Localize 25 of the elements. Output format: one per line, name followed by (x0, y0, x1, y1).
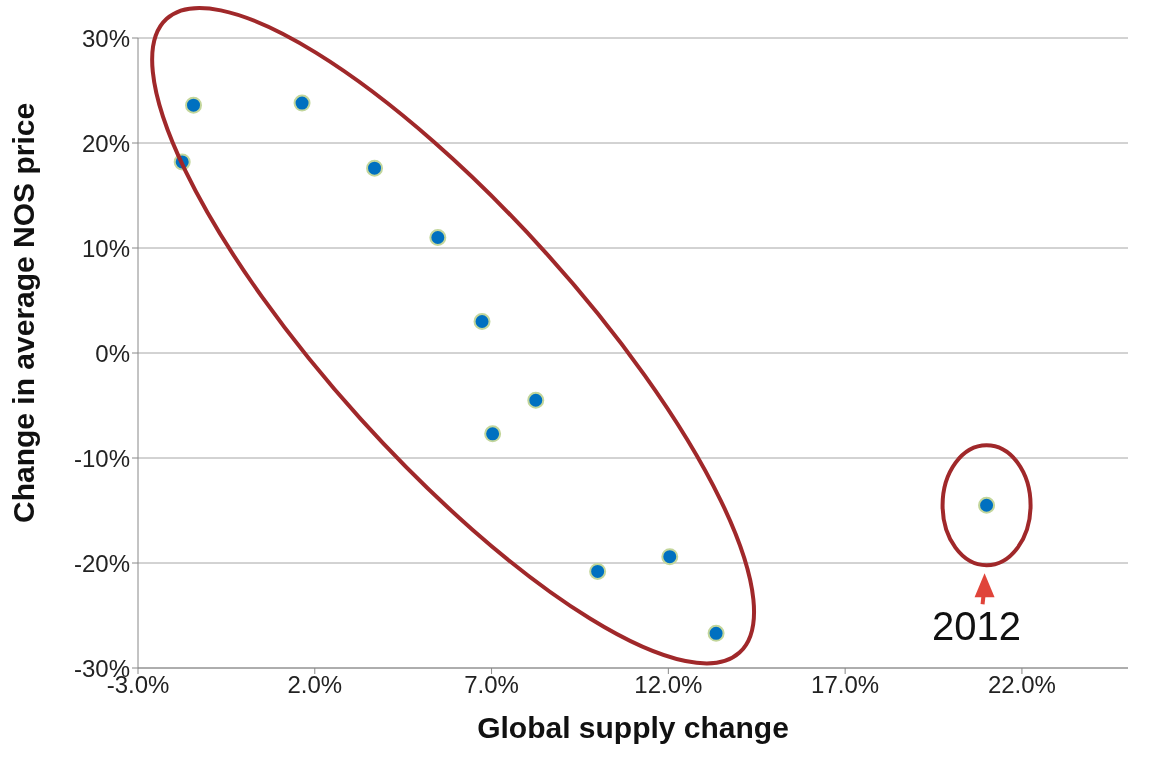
y-tick-label: -20% (73, 549, 130, 577)
x-tick-label: 2.0% (287, 671, 343, 699)
y-tick-label: 20% (81, 129, 130, 157)
x-tick-label: 22.0% (987, 671, 1056, 699)
point (589, 562, 607, 580)
x-tick-label: 7.0% (464, 671, 519, 699)
point (484, 425, 502, 443)
point (293, 94, 311, 112)
annotation: 2012 (932, 604, 1022, 649)
y-tick-label: -10% (73, 444, 130, 472)
point (707, 624, 725, 642)
x-tick-label: 17.0% (811, 671, 880, 699)
y-tick-label: 30% (81, 24, 130, 52)
point (473, 313, 491, 330)
point (366, 159, 384, 177)
y-axis-title: Change in average NOS price (6, 102, 40, 523)
x-tick-label: 12.0% (634, 671, 703, 699)
point (661, 548, 679, 566)
point (978, 496, 996, 514)
y-tick-label: 10% (81, 234, 130, 262)
point (527, 391, 545, 409)
point (429, 229, 447, 246)
point (185, 96, 203, 114)
x-axis-title: Global supply change (477, 711, 789, 744)
y-tick-label: 0% (95, 339, 130, 367)
